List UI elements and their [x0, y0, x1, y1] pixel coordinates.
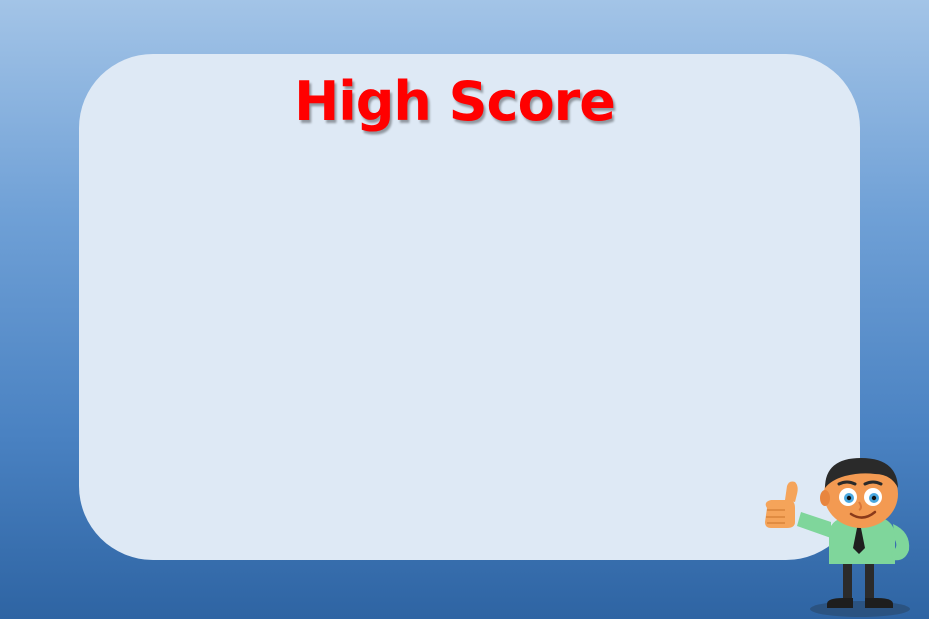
high-score-panel — [79, 54, 860, 560]
high-score-title: High Score — [294, 70, 616, 133]
thumbs-up-mascot-icon — [765, 458, 910, 617]
